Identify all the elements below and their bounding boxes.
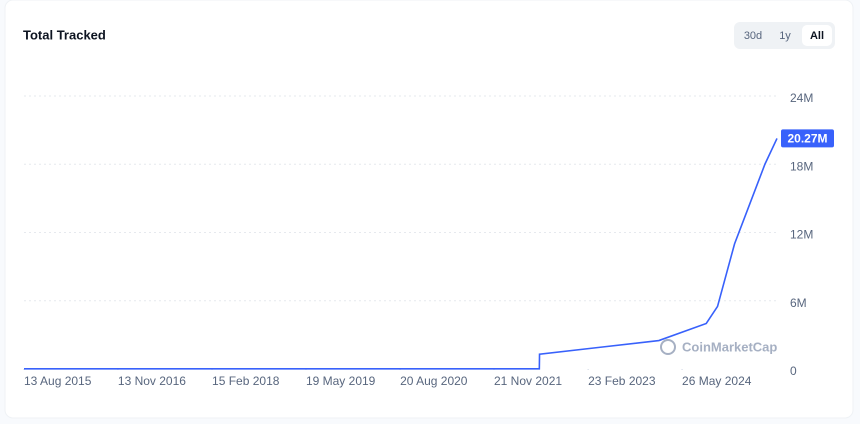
range-button[interactable]: All (810, 30, 824, 42)
x-tick-label: 20 Aug 2020 (400, 374, 468, 388)
watermark-logo (660, 339, 676, 355)
y-tick-label: 12M (790, 228, 813, 242)
card (4, 0, 854, 419)
x-tick-label: 23 Feb 2023 (588, 374, 656, 388)
x-tick-label: 26 May 2024 (682, 374, 752, 388)
y-tick-label: 0 (790, 364, 797, 378)
x-tick-label: 21 Nov 2021 (494, 374, 562, 388)
x-tick-label: 13 Nov 2016 (118, 374, 186, 388)
value-label: 20.27M (787, 132, 827, 146)
x-tick-label: 19 May 2019 (306, 374, 376, 388)
range-button-active[interactable] (802, 25, 832, 46)
x-tick-label: 13 Aug 2015 (24, 374, 92, 388)
value-badge (781, 129, 834, 148)
range-button[interactable]: 30d (744, 30, 762, 42)
line (24, 138, 778, 370)
watermark: CoinMarketCap (682, 339, 777, 354)
y-tick-label: 6M (790, 296, 807, 310)
range-button[interactable]: 1y (779, 30, 791, 42)
chart-title: Total Tracked (23, 27, 106, 42)
y-tick-label: 24M (790, 91, 813, 105)
x-tick-label: 15 Feb 2018 (212, 374, 280, 388)
y-tick-label: 18M (790, 159, 813, 173)
